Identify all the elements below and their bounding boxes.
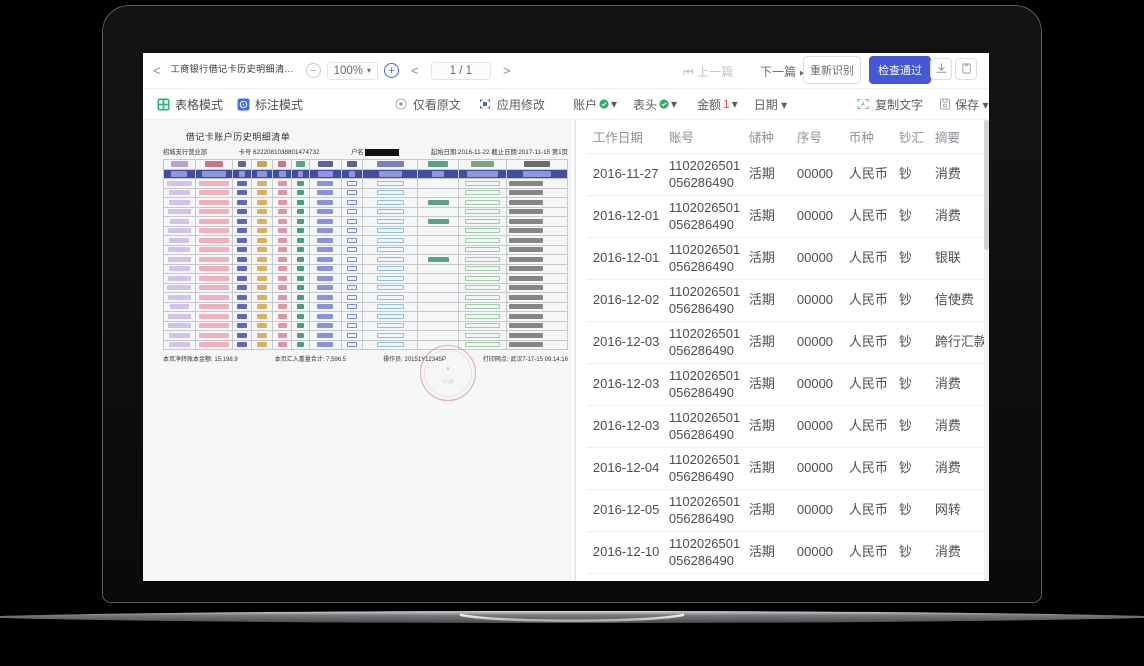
svg-text:专用章: 专用章 (442, 378, 454, 384)
svg-text:★: ★ (446, 366, 451, 372)
svg-text:A: A (861, 102, 865, 108)
